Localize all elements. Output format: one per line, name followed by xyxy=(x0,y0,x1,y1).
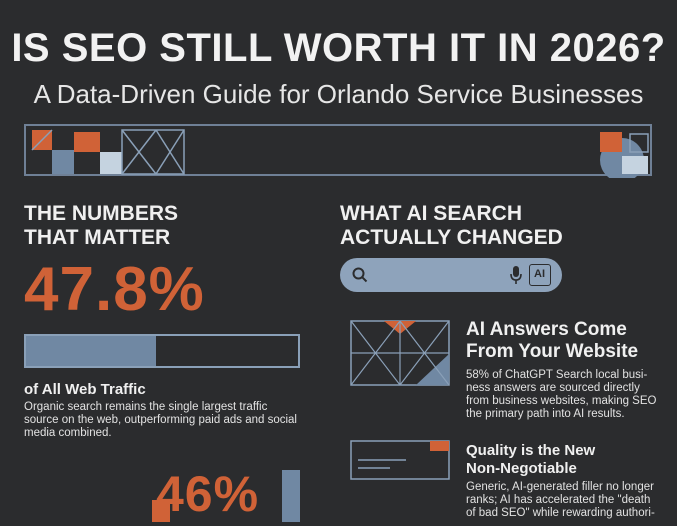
stat2-accent-block xyxy=(152,500,170,522)
stat-traffic-value: 47.8% xyxy=(24,255,205,324)
ai-answers-illustration xyxy=(350,320,450,386)
stat2-value: 46% xyxy=(156,466,260,522)
search-icon xyxy=(352,267,368,283)
numbers-heading: THE NUMBERS THAT MATTER xyxy=(24,202,179,249)
ai-chip-icon: AI xyxy=(529,264,551,286)
traffic-progress-bar xyxy=(24,334,300,368)
ai-chip-label: AI xyxy=(534,268,545,280)
search-bar[interactable]: AI xyxy=(340,258,562,292)
page-title: IS SEO STILL WORTH IT IN 2026? xyxy=(11,26,666,70)
traffic-progress-fill xyxy=(26,336,157,366)
microphone-icon xyxy=(510,266,522,284)
card1-title: AI Answers Come From Your Website xyxy=(466,319,639,362)
decorative-banner xyxy=(24,124,652,178)
stat-traffic-label: of All Web Traffic xyxy=(24,381,146,398)
quality-illustration xyxy=(350,440,450,480)
card2-description: Generic, AI-generated filler no longer r… xyxy=(466,481,655,519)
stat-traffic-description: Organic search remains the single larges… xyxy=(24,401,297,439)
card1-description: 58% of ChatGPT Search local busi- ness a… xyxy=(466,369,657,420)
stat2-side-bar xyxy=(282,470,300,522)
card2-title: Quality is the New Non-Negotiable xyxy=(466,442,596,477)
ai-search-heading: WHAT AI SEARCH ACTUALLY CHANGED xyxy=(340,202,563,249)
page-subtitle: A Data-Driven Guide for Orlando Service … xyxy=(33,79,644,109)
